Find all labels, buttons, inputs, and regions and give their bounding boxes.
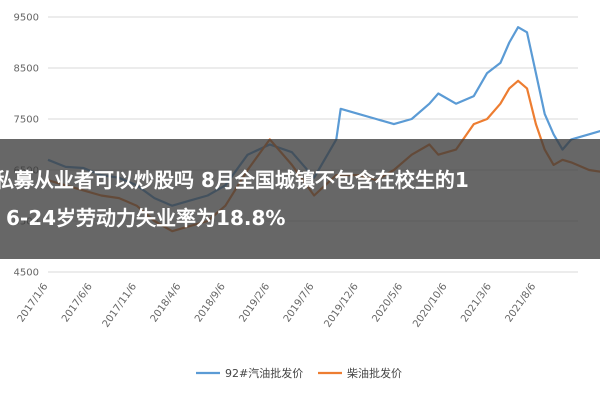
x-tick-label: 2021/3/6 xyxy=(459,281,494,324)
x-tick-label: 2021/8/6 xyxy=(504,281,539,324)
y-tick-label: 7500 xyxy=(14,115,39,126)
x-tick-label: 2018/9/6 xyxy=(193,281,228,324)
x-axis: 2017/1/6 2017/6/6 2017/11/6 2018/4/6 2018/9/… xyxy=(16,281,539,329)
x-tick-label: 2017/11/6 xyxy=(101,281,139,329)
x-tick-label: 2019/2/6 xyxy=(237,281,272,324)
x-tick-label: 2017/6/6 xyxy=(60,281,95,324)
legend-label-1: 柴油批发价 xyxy=(347,366,402,380)
headline-overlay: 私募从业者可以炒股吗 8月全国城镇不包含在校生的1 6-24岁劳动力失业率为18… xyxy=(0,139,600,259)
y-tick-label: 9500 xyxy=(14,13,39,24)
y-tick-label: 4500 xyxy=(14,268,39,279)
x-tick-label: 2019/7/6 xyxy=(282,281,317,324)
x-tick-label: 2017/1/6 xyxy=(16,281,51,324)
x-tick-label: 2020/10/6 xyxy=(411,281,449,329)
y-tick-label: 8500 xyxy=(14,64,39,75)
x-tick-label: 2020/5/6 xyxy=(370,281,405,324)
x-tick-label: 2018/4/6 xyxy=(149,281,184,324)
legend: 92#汽油批发价 柴油批发价 xyxy=(196,366,402,380)
x-tick-label: 2019/12/6 xyxy=(322,281,360,329)
legend-label-0: 92#汽油批发价 xyxy=(225,366,303,380)
headline-line-1: 私募从业者可以炒股吗 8月全国城镇不包含在校生的1 xyxy=(0,168,469,192)
headline-line-2: 6-24岁劳动力失业率为18.8% xyxy=(6,206,286,230)
